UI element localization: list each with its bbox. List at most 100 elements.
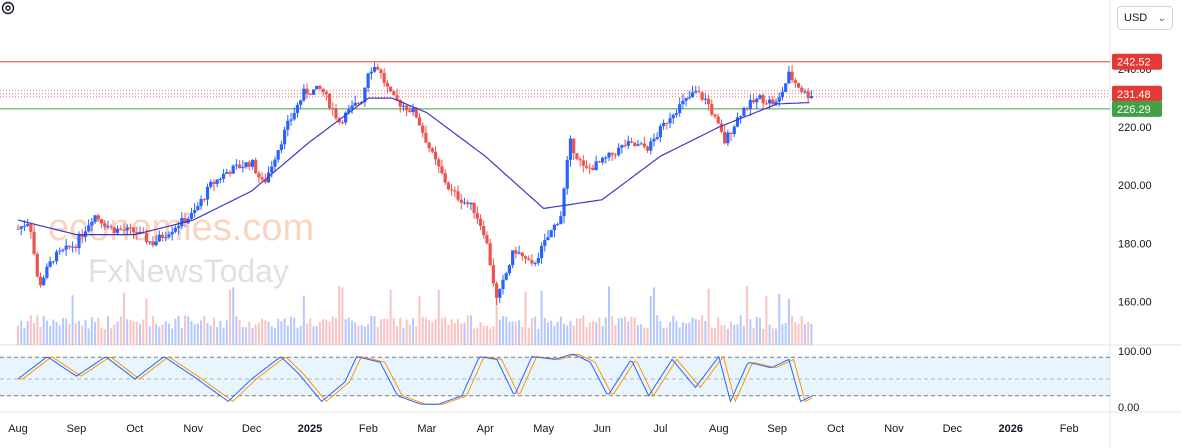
candle-body	[202, 199, 206, 201]
volume-bar	[167, 323, 170, 345]
candle-body	[103, 223, 107, 227]
volume-bar	[540, 290, 543, 345]
volume-bar	[203, 316, 206, 345]
volume-bar	[331, 316, 334, 345]
time-tick-label: Sep	[767, 423, 787, 435]
volume-bar	[787, 298, 790, 345]
candle-body	[562, 188, 566, 217]
candle-body	[42, 277, 46, 286]
volume-bar	[126, 319, 129, 345]
volume-bar	[55, 322, 58, 345]
candle-body	[401, 105, 406, 107]
candle-body	[417, 117, 422, 126]
candle-body	[160, 234, 165, 238]
volume-bar	[78, 320, 81, 345]
volume-bar	[71, 295, 74, 345]
candle-body	[469, 202, 473, 205]
candle-body	[771, 99, 775, 105]
candle-body	[809, 96, 813, 99]
candle-body	[67, 245, 71, 248]
volume-bar	[68, 323, 71, 345]
volume-bar	[601, 326, 604, 345]
candle-body	[112, 227, 116, 233]
time-tick-label: 2025	[298, 423, 322, 435]
currency-selector[interactable]: USD ⌄	[1117, 6, 1173, 30]
candle-body	[742, 107, 746, 117]
candle-body	[260, 177, 264, 180]
candle-body	[472, 202, 476, 214]
candle-body	[681, 100, 685, 105]
volume-bar	[65, 318, 68, 345]
volume-bar	[733, 324, 736, 345]
candle-body	[382, 73, 386, 83]
gear-icon[interactable]	[0, 0, 16, 16]
volume-bar	[585, 326, 588, 345]
candle-body	[395, 95, 399, 100]
volume-bar	[591, 320, 594, 345]
volume-bar	[235, 316, 238, 345]
candle-body	[392, 91, 396, 96]
time-tick-label: Feb	[1060, 423, 1079, 435]
candle-body	[74, 246, 78, 248]
candle-body	[671, 114, 675, 119]
candle-body	[286, 120, 290, 130]
candle-body	[405, 105, 409, 111]
volume-bar	[315, 325, 318, 345]
volume-bar	[151, 316, 154, 345]
volume-bar	[370, 315, 373, 345]
volume-bar	[283, 318, 286, 345]
volume-bar	[717, 317, 720, 345]
volume-bar	[527, 327, 530, 345]
volume-bar	[119, 316, 122, 345]
volume-bar	[52, 319, 55, 345]
candle-body	[748, 100, 752, 110]
volume-bar	[652, 287, 655, 345]
candle-body	[122, 229, 126, 231]
candle-body	[536, 257, 540, 264]
volume-bar	[665, 327, 668, 345]
volume-bar	[662, 327, 665, 345]
volume-bar	[598, 317, 601, 345]
candle-body	[482, 225, 486, 236]
candle-body	[135, 232, 139, 235]
time-tick-label: Oct	[126, 423, 143, 435]
candle-body	[796, 83, 801, 88]
volume-bar	[36, 315, 39, 345]
volume-bar	[245, 327, 248, 345]
volume-bar	[367, 324, 370, 345]
volume-bar	[110, 327, 113, 345]
oscillator-tick-label: 100.00	[1118, 346, 1152, 358]
volume-bar	[392, 317, 395, 345]
oscillator-main-line	[17, 353, 813, 405]
candle-body	[498, 289, 502, 298]
volume-bar	[640, 324, 643, 345]
volume-bar	[177, 315, 180, 345]
candle-body	[321, 88, 325, 93]
candle-body	[48, 261, 52, 267]
price-tick-label: 160.00	[1118, 296, 1152, 308]
volume-bar	[26, 321, 29, 345]
candle-body	[45, 266, 49, 278]
volume-bar	[704, 320, 707, 345]
volume-bar	[290, 316, 293, 345]
candle-body	[803, 91, 807, 93]
candle-body	[212, 181, 216, 184]
volume-bar	[84, 319, 87, 345]
volume-bar	[405, 319, 408, 345]
candle-body	[546, 237, 550, 241]
candle-body	[594, 161, 598, 171]
candle-body	[51, 261, 55, 263]
candle-body	[652, 138, 656, 142]
candle-body	[340, 122, 345, 124]
volume-bar	[495, 292, 498, 345]
volume-bar	[447, 324, 450, 345]
volume-bar	[354, 322, 357, 345]
candle-body	[684, 97, 688, 101]
volume-bar	[755, 317, 758, 345]
candle-body	[344, 112, 348, 123]
candle-body	[80, 234, 84, 237]
candle-body	[215, 179, 219, 184]
volume-bar	[758, 318, 761, 345]
